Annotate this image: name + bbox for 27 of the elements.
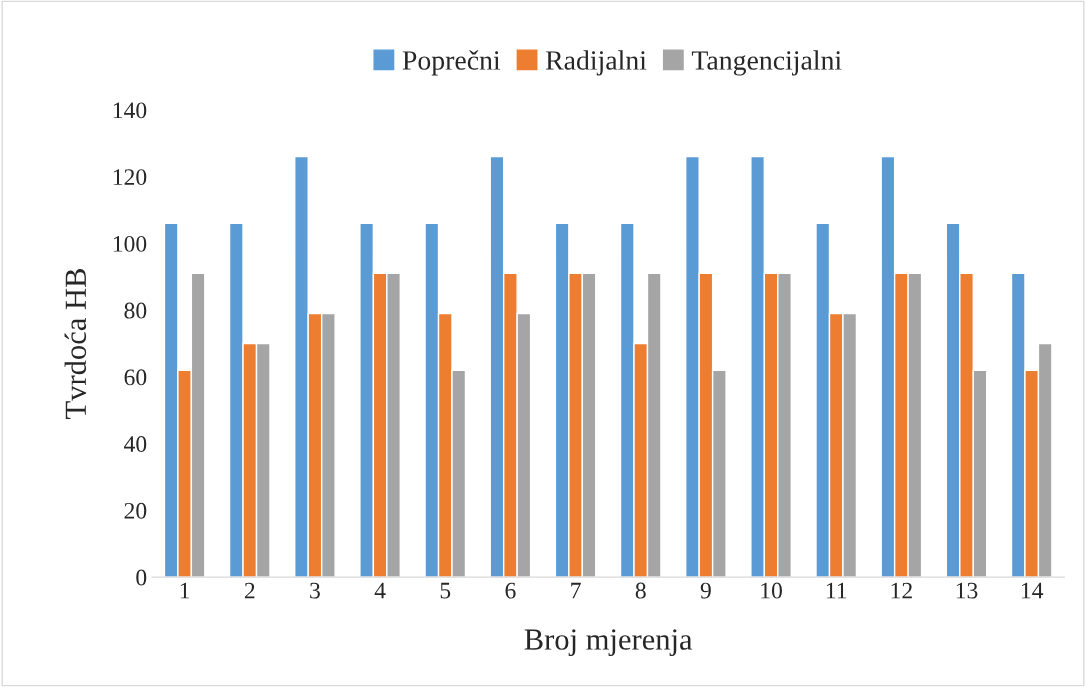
x-tick-label: 1 xyxy=(180,582,190,599)
x-tick-label: 12 xyxy=(891,582,912,599)
y-axis-title: Tvrdoća HB xyxy=(64,269,87,419)
x-tick-label: 7 xyxy=(571,582,581,599)
x-axis-title: Broj mjerenja xyxy=(524,629,693,657)
x-tick-label: 11 xyxy=(826,582,847,599)
y-tick-label: 120 xyxy=(113,169,147,186)
x-tick-label: 13 xyxy=(956,582,978,599)
y-tick-label: 60 xyxy=(124,369,147,386)
x-tick-label: 8 xyxy=(635,582,646,599)
x-tick-label: 4 xyxy=(374,582,386,599)
x-tick-label: 14 xyxy=(1021,582,1044,599)
x-tick-label: 10 xyxy=(761,582,782,599)
legend-label: Radijalni xyxy=(545,50,647,76)
y-tick-label: 0 xyxy=(136,569,147,586)
legend-label: Tangencijalni xyxy=(691,50,842,76)
legend-label: Poprečni xyxy=(402,50,501,76)
y-tick-label: 80 xyxy=(124,302,147,319)
y-tick-label: 140 xyxy=(113,102,147,119)
x-tick-label: 2 xyxy=(244,582,255,599)
x-tick-label: 6 xyxy=(505,582,516,599)
y-tick-label: 100 xyxy=(113,235,147,252)
y-tick-label: 40 xyxy=(124,436,147,453)
x-tick-label: 5 xyxy=(440,582,451,599)
y-tick-label: 20 xyxy=(124,502,147,519)
x-tick-label: 3 xyxy=(310,582,320,599)
x-tick-label: 9 xyxy=(700,582,711,599)
